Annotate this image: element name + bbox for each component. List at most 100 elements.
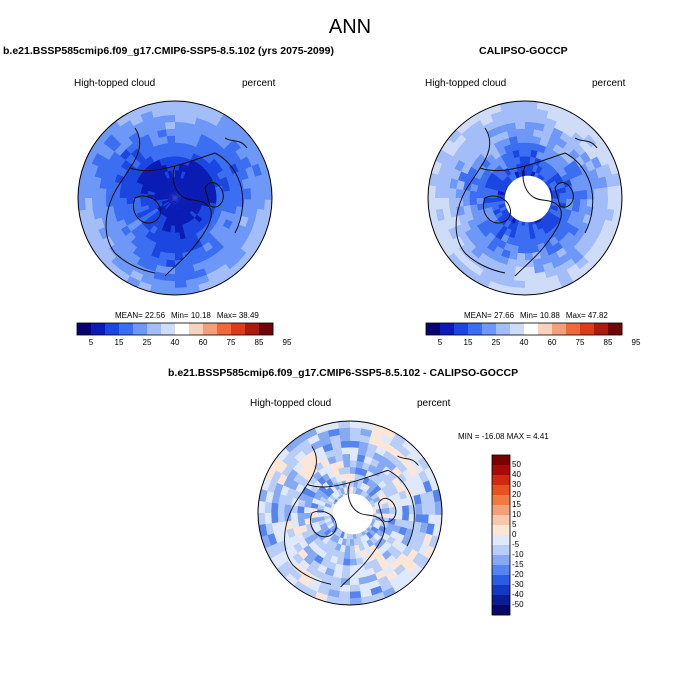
panel-3-map-cell: [357, 576, 369, 586]
panel-2-map-cell: [591, 178, 602, 191]
panel-1-map-cell: [178, 185, 184, 193]
panel-1-map-cell: [215, 263, 231, 278]
panel-3-map-cell: [421, 502, 430, 515]
panel-2-map-cell: [571, 183, 581, 193]
panel-2-map-cell: [503, 143, 514, 154]
panel-1-map-cell: [137, 103, 154, 115]
panel-3-map-cell: [343, 545, 350, 553]
panel-1-coastline: [214, 152, 244, 234]
panel-2-map-cell: [506, 150, 516, 160]
panel-1-map-cell: [175, 198, 179, 205]
panel-2-map-cell: [508, 135, 519, 145]
panel-3-units-label: percent: [417, 398, 451, 409]
panel-2-map-cell: [455, 178, 466, 190]
panel-1-map-cell: [120, 209, 131, 220]
panel-3-map-cell: [342, 531, 348, 540]
panel-1-map-cell: [146, 200, 155, 206]
panel-2-map-cell: [523, 246, 533, 254]
panel-1-map-cell: [135, 280, 152, 293]
panel-2-map-cell: [448, 186, 457, 198]
panel-1-coastline: [132, 195, 162, 224]
panel-3-map-cell: [341, 564, 350, 573]
panel-1-map-cell: [119, 118, 135, 133]
panel-1-map-cell: [167, 198, 175, 200]
panel-2-map-cell: [445, 238, 460, 254]
panel-3-colorbar-tick-label: -30: [512, 580, 524, 589]
panel-1-map-cell: [175, 183, 178, 192]
panel-1-map-cell: [178, 203, 184, 211]
panel-1-map-cell: [185, 173, 193, 182]
panel-3-coastline: [347, 482, 385, 561]
panel-2-map-border: [427, 100, 623, 296]
panel-1-map-cell: [167, 239, 175, 247]
panel-2-map-cell: [518, 149, 526, 157]
panel-1-map-cell: [91, 185, 100, 198]
panel-3-map-cell: [368, 585, 383, 597]
panel-2-map-cell: [505, 257, 517, 268]
panel-3-colorbar-box: [492, 585, 510, 596]
panel-1-map-cell: [187, 212, 195, 221]
panel-2-map-cell: [608, 160, 620, 177]
panel-3-map-cell: [296, 505, 305, 513]
panel-3-map-cell: [332, 535, 340, 544]
panel-3-map-cell: [372, 423, 388, 435]
panel-1-map-cell: [180, 210, 186, 218]
panel-2-map-cell: [487, 103, 504, 115]
panel-2-map-cell: [516, 135, 527, 144]
panel-1-map-cell: [255, 174, 266, 189]
panel-1-map-cell: [175, 198, 182, 203]
panel-3-map-cell: [271, 490, 281, 504]
panel-1-colorbar-box: [133, 323, 148, 335]
panel-3-map-cell: [402, 505, 410, 515]
panel-2-map-cell: [479, 113, 495, 126]
panel-1-map-cell: [97, 225, 109, 240]
panel-1-map-cell: [198, 208, 208, 217]
panel-1-map-cell: [169, 192, 175, 198]
panel-1-map-cell: [112, 204, 122, 215]
panel-1-map-cell: [126, 202, 135, 211]
panel-2-map-cell: [593, 187, 602, 200]
panel-1-map-cell: [166, 210, 172, 219]
panel-3-map-cell: [342, 453, 352, 461]
panel-3-coastline: [397, 455, 419, 466]
panel-1-map-cell: [167, 169, 173, 178]
panel-1-map-cell: [175, 198, 180, 205]
panel-1-map-cell: [167, 198, 175, 201]
panel-2-map-cell: [596, 138, 611, 155]
panel-3-map-cell: [349, 552, 357, 560]
panel-3-map-cell: [336, 537, 344, 546]
panel-1-map-cell: [155, 121, 168, 132]
panel-1-map-cell: [241, 156, 253, 171]
panel-3-map-cell: [339, 473, 347, 482]
panel-1-map-cell: [182, 164, 190, 173]
panel-1-map-cell: [191, 180, 200, 188]
panel-2-map-cell: [546, 281, 563, 293]
panel-1-map-cell: [169, 198, 175, 204]
panel-1-map-cell: [154, 189, 163, 195]
panel-1-map-cell: [157, 173, 165, 182]
panel-2-map-cell: [484, 181, 494, 190]
panel-3-map-cell: [338, 427, 352, 435]
panel-2-map-cell: [598, 176, 609, 190]
panel-3-polar-map: [257, 420, 443, 606]
panel-2-map-cell: [523, 287, 538, 295]
panel-1-map-cell: [175, 195, 183, 198]
panel-1-colorbar-tick-label: 15: [114, 338, 124, 347]
panel-1-map-cell: [235, 159, 247, 173]
panel-2-map-cell: [434, 184, 443, 198]
panel-1-map-cell: [183, 207, 191, 216]
panel-1-map-cell: [164, 114, 177, 123]
panel-1-map-cell: [194, 274, 210, 286]
panel-2-map-cell: [523, 280, 537, 289]
panel-1-map-cell: [169, 211, 174, 220]
panel-1-map-cell: [173, 273, 186, 282]
panel-3-map-cell: [377, 537, 387, 547]
panel-1-map-cell: [189, 178, 198, 186]
panel-3-map-cell: [277, 502, 286, 513]
panel-3-map-cell: [290, 518, 300, 529]
panel-1-map-cell: [181, 258, 194, 268]
panel-1-map-cell: [144, 211, 154, 220]
panel-1-map-cell: [179, 202, 187, 209]
panel-3-map-cell: [328, 493, 337, 501]
panel-2-colorbar-tick-label: 85: [603, 338, 613, 347]
